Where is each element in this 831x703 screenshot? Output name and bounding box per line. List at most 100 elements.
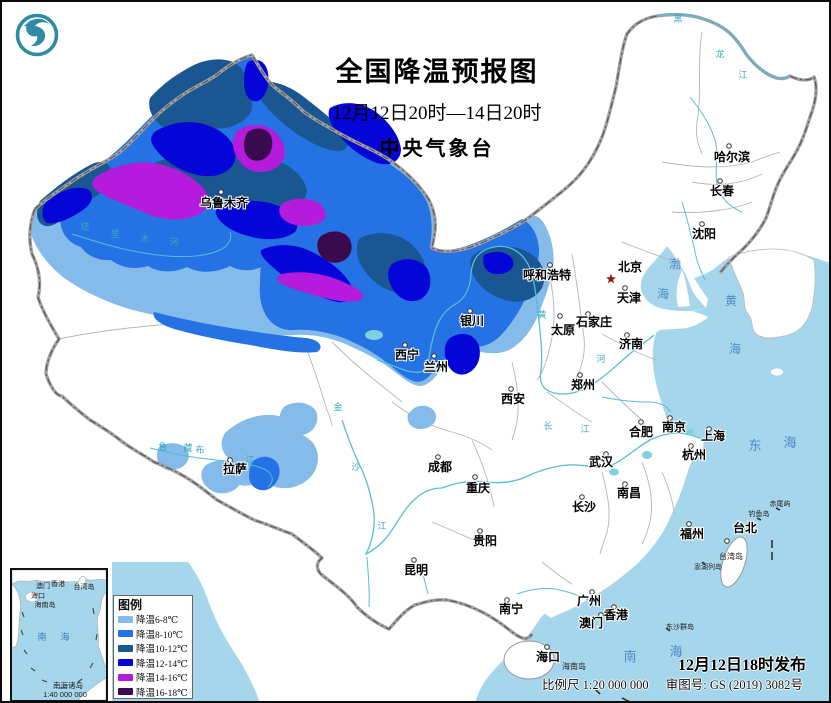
yarlung-river [149,447,273,488]
city-label: 昆明 [404,563,428,577]
city-marker: 北京 [606,258,643,284]
inset-sea-label: 海 [60,631,69,642]
city-marker: 昆明 [403,557,429,578]
city-label: 乌鲁木齐 [200,195,249,210]
cooling-region-8-10 [153,312,321,353]
city-label: 长沙 [572,499,596,514]
city-label: 北京 [618,259,642,274]
legend-item: 降温6-8℃ [118,612,188,627]
cooling-region-12-14 [483,251,514,274]
sea-east [475,249,829,701]
city-label: 武汉 [589,454,614,469]
capital-star-icon [606,273,616,284]
city-label: 上海 [701,428,725,443]
city-dot [557,313,563,319]
cma-logo [15,13,59,57]
inset-place-label: 香港 [51,579,65,588]
tarim-river [71,231,232,258]
korea-landmass [728,248,816,339]
city-marker: 乌鲁木齐 [199,189,250,211]
city-label: 福州 [679,526,704,541]
river-label: 塔 [80,221,89,232]
legend-box: 图例 降温6-8℃ 降温8-10℃ 降温10-12℃ 降温12-14℃ 降温14-16℃… [113,595,193,699]
city-label: 南京 [662,419,686,434]
city-label: 广州 [577,593,601,608]
cooling-region-14-16 [279,198,326,227]
river-label: 龙 [715,48,724,59]
city-dot [411,557,417,563]
logo-eye [39,22,43,26]
taihu-lake [686,429,694,435]
map-scale-line: 比例尺 1:20 000 000 审图号: GS (2019) 3082号 [542,674,829,693]
inset-taiwan [77,575,87,589]
legend-item: 降温10-12℃ [118,641,188,656]
city-dot [603,451,609,457]
logo-swirl [26,18,49,47]
city-dot [218,189,224,195]
huai-river [601,396,671,413]
city-marker: 海口 [535,644,561,665]
cooling-region-10-12 [149,59,253,133]
legend-title: 图例 [118,598,143,612]
city-marker: 拉萨 [222,457,248,477]
cooling-region-12-14 [151,122,236,177]
river-label: 布 [195,444,204,455]
sea-label: 海 [729,341,741,356]
city-dot [688,443,694,449]
agency-name: 中央气象台 [379,138,495,160]
river-label: 鲁 [158,441,167,452]
cooling-region-12-14 [328,103,401,165]
city-label: 天津 [617,290,641,305]
cooling-region-16-18 [244,128,273,161]
sea-labels: 渤海 黄海东 海南海 [623,257,796,664]
sea-label: 渤 [669,257,681,271]
river-label: 黑 [673,14,682,24]
city-label: 拉萨 [223,461,247,476]
city-label: 长春 [710,183,735,198]
city-dot [622,481,628,487]
city-dot [435,454,441,460]
city-dot [699,221,705,227]
city-marker: 上海 [700,426,726,444]
city-label: 贵阳 [473,533,497,548]
sea-bohai [640,246,706,312]
city-label: 南宁 [499,601,523,616]
city-dot [544,644,550,650]
publish-time: 12月12日18时发布 [677,657,806,674]
city-dot [622,285,628,291]
yellow-river [376,245,655,395]
legend-label: 降温14-16℃ [136,674,188,685]
island-label: 澎湖列岛 [694,562,722,571]
city-dot [717,178,723,184]
river-label: 江 [377,521,386,531]
inset-islands-label: 南海诸岛 [53,680,83,690]
border-casing-north [33,12,818,275]
legend-label: 降温10-12℃ [136,645,188,656]
songhua-river [689,96,743,213]
city-label: 兰州 [424,359,448,374]
city-dot [504,597,510,603]
city-marker: 南宁 [498,597,524,617]
city-marker: 天津 [616,285,642,306]
river-label: 黄 [537,309,546,320]
city-marker: 福州 [678,521,705,542]
city-marker: 武汉 [588,451,615,470]
city-marker: 石家庄 [574,311,613,330]
city-label: 南昌 [617,485,641,500]
page-title: 全国降温预报图 [335,57,539,87]
title-block: 全国降温预报图 12月12日20时—14日20时 中央气象台 [217,50,657,161]
city-dot [667,415,673,421]
amur-river-border [656,13,791,80]
cooling-region-12-14 [444,333,480,375]
cooling-region-10-12 [256,81,348,152]
city-marker: 南昌 [616,481,642,501]
city-dot [467,308,473,314]
legend-swatch [118,673,133,681]
city-marker: 香港 [602,604,630,623]
city-dot [577,372,583,378]
city-dot [508,386,514,392]
river-label: 江 [580,424,589,434]
legend-label: 降温16-18℃ [136,688,188,699]
boundary-dashes [593,507,781,701]
